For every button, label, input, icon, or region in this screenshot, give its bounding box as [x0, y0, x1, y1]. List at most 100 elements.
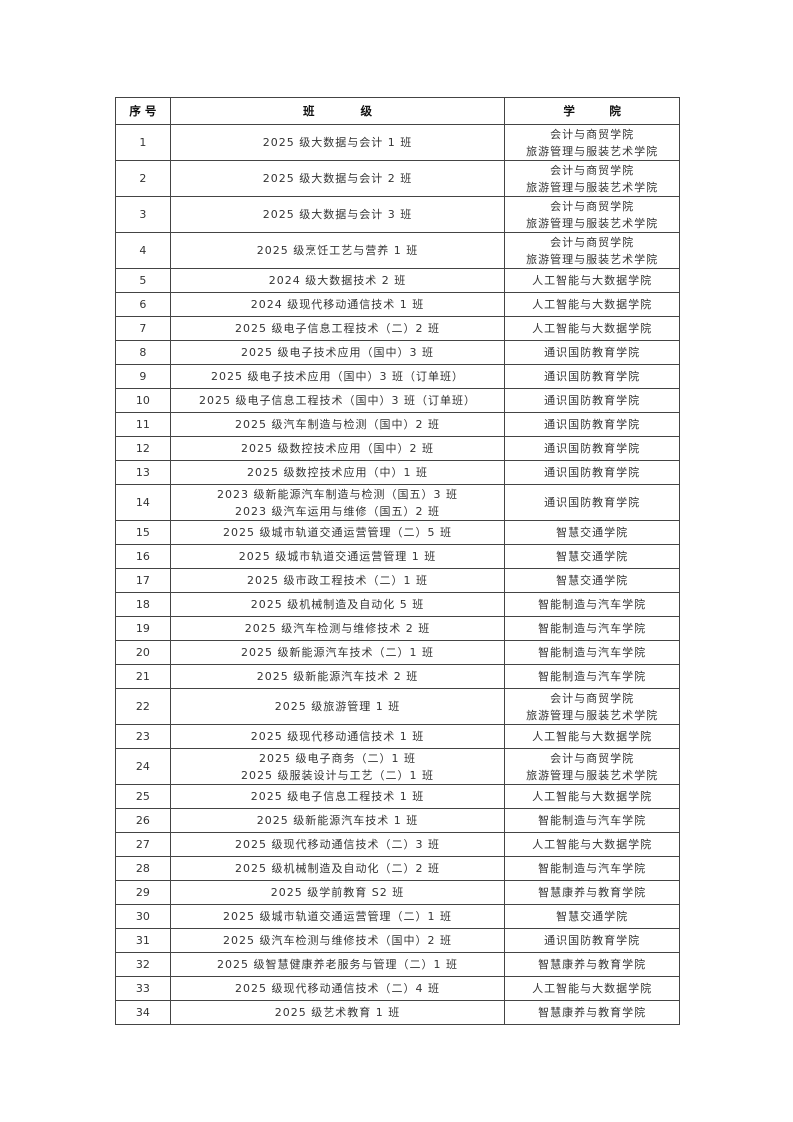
- college-name-line: 旅游管理与服装艺术学院: [526, 252, 659, 266]
- college-name: 人工智能与大数据学院: [504, 724, 680, 749]
- class-name: 2025 级智慧健康养老服务与管理（二）1 班: [169, 952, 506, 977]
- table-row: 4 2025 级烹饪工艺与营养 1 班 会计与商贸学院 旅游管理与服装艺术学院: [115, 232, 680, 269]
- row-number: 13: [115, 460, 171, 485]
- college-name-line: 通识国防教育学院: [544, 370, 641, 383]
- college-name: 会计与商贸学院 旅游管理与服装艺术学院: [504, 748, 680, 785]
- college-name: 会计与商贸学院 旅游管理与服装艺术学院: [504, 232, 680, 269]
- table-row: 1 2025 级大数据与会计 1 班 会计与商贸学院 旅游管理与服装艺术学院: [115, 124, 680, 161]
- class-name: 2025 级新能源汽车技术（二）1 班: [169, 640, 506, 665]
- table-body: 1 2025 级大数据与会计 1 班会计与商贸学院 旅游管理与服装艺术学院 2 2025…: [115, 124, 680, 1025]
- college-name-line: 智慧康养与教育学院: [538, 958, 647, 971]
- class-name-line: 2025 级电子商务（二）1 班: [259, 751, 417, 765]
- class-name-line: 2025 级电子信息工程技术（二）2 班: [235, 322, 441, 335]
- college-name: 智慧康养与教育学院: [504, 880, 680, 905]
- class-name-line: 2025 级机械制造及自动化（二）2 班: [235, 862, 441, 875]
- college-name-line: 会计与商贸学院: [550, 127, 635, 141]
- college-name-line: 旅游管理与服装艺术学院: [526, 708, 659, 722]
- row-number: 23: [115, 724, 171, 749]
- college-name: 智慧交通学院: [504, 520, 680, 545]
- table-row: 23 2025 级现代移动通信技术 1 班 人工智能与大数据学院: [115, 724, 680, 749]
- class-name-line: 2025 级汽车制造与检测（国中）2 班: [235, 418, 441, 431]
- college-name-line: 智能制造与汽车学院: [538, 670, 647, 683]
- college-name: 智慧交通学院: [504, 568, 680, 593]
- college-name: 人工智能与大数据学院: [504, 316, 680, 341]
- class-college-table: 序 号 班 级 学 院 1 2025 级大数据与会计 1 班会计与商贸学院 旅游管理…: [115, 97, 680, 1025]
- table-row: 2 2025 级大数据与会计 2 班 会计与商贸学院 旅游管理与服装艺术学院: [115, 160, 680, 197]
- row-number: 29: [115, 880, 171, 905]
- class-name: 2025 级电子商务（二）1 班 2025 级服装设计与工艺（二）1 班: [169, 748, 506, 785]
- row-number: 30: [115, 904, 171, 929]
- header-college: 学 院: [504, 97, 680, 125]
- class-name-line: 2025 级现代移动通信技术（二）3 班: [235, 838, 441, 851]
- college-name-line: 通识国防教育学院: [544, 466, 641, 479]
- college-name-line: 通识国防教育学院: [544, 496, 641, 509]
- table-row: 14 2023 级新能源汽车制造与检测（国五）3 班 2023 级汽车运用与维修（国…: [115, 484, 680, 521]
- class-name: 2025 级现代移动通信技术（二）4 班: [169, 976, 506, 1001]
- college-name-line: 人工智能与大数据学院: [532, 322, 653, 335]
- table-row: 13 2025 级数控技术应用（中）1 班 通识国防教育学院: [115, 460, 680, 485]
- class-name-line: 2025 级服装设计与工艺（二）1 班: [241, 768, 435, 782]
- college-name-line: 人工智能与大数据学院: [532, 982, 653, 995]
- college-name-line: 通识国防教育学院: [544, 934, 641, 947]
- college-name: 智慧康养与教育学院: [504, 952, 680, 977]
- table-row: 29 2025 级学前教育 S2 班 智慧康养与教育学院: [115, 880, 680, 905]
- header-number: 序 号: [115, 97, 171, 125]
- class-name-line: 2025 级新能源汽车技术（二）1 班: [241, 646, 435, 659]
- row-number: 31: [115, 928, 171, 953]
- table-row: 22 2025 级旅游管理 1 班 会计与商贸学院 旅游管理与服装艺术学院: [115, 688, 680, 725]
- class-name-line: 2025 级电子技术应用（国中）3 班（订单班）: [211, 370, 465, 383]
- college-name-line: 智慧交通学院: [556, 910, 629, 923]
- college-name: 通识国防教育学院: [504, 460, 680, 485]
- class-name-line: 2025 级汽车检测与维修技术（国中）2 班: [223, 934, 453, 947]
- college-name: 会计与商贸学院旅游管理与服装艺术学院: [504, 124, 680, 161]
- college-name: 智慧交通学院: [504, 904, 680, 929]
- row-number: 33: [115, 976, 171, 1001]
- table-row: 6 2024 级现代移动通信技术 1 班 人工智能与大数据学院: [115, 292, 680, 317]
- table-row: 24 2025 级电子商务（二）1 班 2025 级服装设计与工艺（二）1 班 会计与…: [115, 748, 680, 785]
- row-number: 6: [115, 292, 171, 317]
- college-name: 会计与商贸学院 旅游管理与服装艺术学院: [504, 196, 680, 233]
- college-name-line: 通识国防教育学院: [544, 394, 641, 407]
- table-row: 26 2025 级新能源汽车技术 1 班 智能制造与汽车学院: [115, 808, 680, 833]
- class-name-line: 2025 级汽车检测与维修技术 2 班: [244, 622, 431, 635]
- table-row: 10 2025 级电子信息工程技术（国中）3 班（订单班） 通识国防教育学院: [115, 388, 680, 413]
- class-name-line: 2024 级大数据技术 2 班: [268, 274, 407, 287]
- college-name-line: 智慧交通学院: [556, 526, 629, 539]
- class-name-line: 2023 级新能源汽车制造与检测（国五）3 班: [217, 487, 459, 501]
- class-name-line: 2025 级城市轨道交通运营管理（二）1 班: [223, 910, 453, 923]
- class-name: 2025 级艺术教育 1 班: [169, 1000, 506, 1025]
- class-name-line: 2025 级电子信息工程技术（国中）3 班（订单班）: [199, 394, 477, 407]
- college-name: 智能制造与汽车学院: [504, 640, 680, 665]
- college-name-line: 会计与商贸学院: [550, 691, 635, 705]
- class-name: 2025 级电子技术应用（国中）3 班（订单班）: [169, 364, 506, 389]
- table-row: 5 2024 级大数据技术 2 班 人工智能与大数据学院: [115, 268, 680, 293]
- row-number: 26: [115, 808, 171, 833]
- class-name: 2025 级大数据与会计 2 班: [169, 160, 506, 197]
- table-row: 3 2025 级大数据与会计 3 班 会计与商贸学院 旅游管理与服装艺术学院: [115, 196, 680, 233]
- class-name-line: 2024 级现代移动通信技术 1 班: [250, 298, 425, 311]
- class-name-line: 2025 级大数据与会计 3 班: [262, 208, 413, 221]
- table-header-row: 序 号 班 级 学 院: [115, 97, 680, 125]
- college-name-line: 智能制造与汽车学院: [538, 598, 647, 611]
- college-name: 通识国防教育学院: [504, 340, 680, 365]
- college-name-line: 人工智能与大数据学院: [532, 730, 653, 743]
- class-name-line: 2025 级新能源汽车技术 1 班: [256, 814, 419, 827]
- class-name-line: 2025 级机械制造及自动化 5 班: [250, 598, 425, 611]
- row-number: 11: [115, 412, 171, 437]
- table-row: 27 2025 级现代移动通信技术（二）3 班 人工智能与大数据学院: [115, 832, 680, 857]
- college-name-line: 旅游管理与服装艺术学院: [526, 144, 659, 158]
- college-name: 人工智能与大数据学院: [504, 292, 680, 317]
- table-row: 20 2025 级新能源汽车技术（二）1 班 智能制造与汽车学院: [115, 640, 680, 665]
- row-number: 15: [115, 520, 171, 545]
- class-name: 2025 级烹饪工艺与营养 1 班: [169, 232, 506, 269]
- college-name-line: 人工智能与大数据学院: [532, 274, 653, 287]
- college-name: 会计与商贸学院旅游管理与服装艺术学院: [504, 688, 680, 725]
- class-name-line: 2025 级市政工程技术（二）1 班: [247, 574, 429, 587]
- row-number: 1: [115, 124, 171, 161]
- class-name: 2025 级城市轨道交通运营管理（二）1 班: [169, 904, 506, 929]
- college-name: 智慧交通学院: [504, 544, 680, 569]
- college-name-line: 智慧康养与教育学院: [538, 886, 647, 899]
- table-row: 11 2025 级汽车制造与检测（国中）2 班 通识国防教育学院: [115, 412, 680, 437]
- class-name: 2025 级电子技术应用（国中）3 班: [169, 340, 506, 365]
- college-name: 通识国防教育学院: [504, 388, 680, 413]
